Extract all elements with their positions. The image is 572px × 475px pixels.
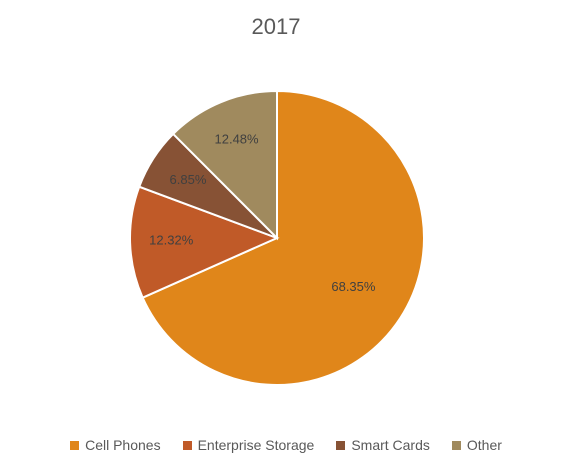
legend-item-smart-cards: Smart Cards [336, 437, 430, 453]
legend-label: Cell Phones [85, 437, 161, 453]
pie-slice-enterprise-storage [129, 185, 280, 299]
data-label-cell-phones: 68.35% [331, 279, 376, 294]
legend-label: Enterprise Storage [197, 437, 315, 453]
legend: Cell Phones Enterprise Storage Smart Cards… [0, 437, 572, 453]
legend-swatch [451, 440, 461, 450]
pie-slice-cell-phones [141, 89, 425, 386]
data-label-other: 12.48% [215, 132, 260, 147]
legend-item-cell-phones: Cell Phones [70, 437, 161, 453]
pie-slice-other [171, 89, 278, 241]
legend-label: Other [466, 437, 502, 453]
legend-swatch [336, 440, 346, 450]
legend-item-other: Other [451, 437, 502, 453]
legend-label: Smart Cards [351, 437, 430, 453]
legend-swatch [70, 440, 80, 450]
data-label-smart-cards: 6.85% [170, 172, 207, 187]
legend-swatch [182, 440, 192, 450]
chart-title: 2017 [251, 14, 301, 39]
data-label-enterprise-storage: 12.32% [149, 233, 194, 248]
legend-item-enterprise-storage: Enterprise Storage [182, 437, 315, 453]
